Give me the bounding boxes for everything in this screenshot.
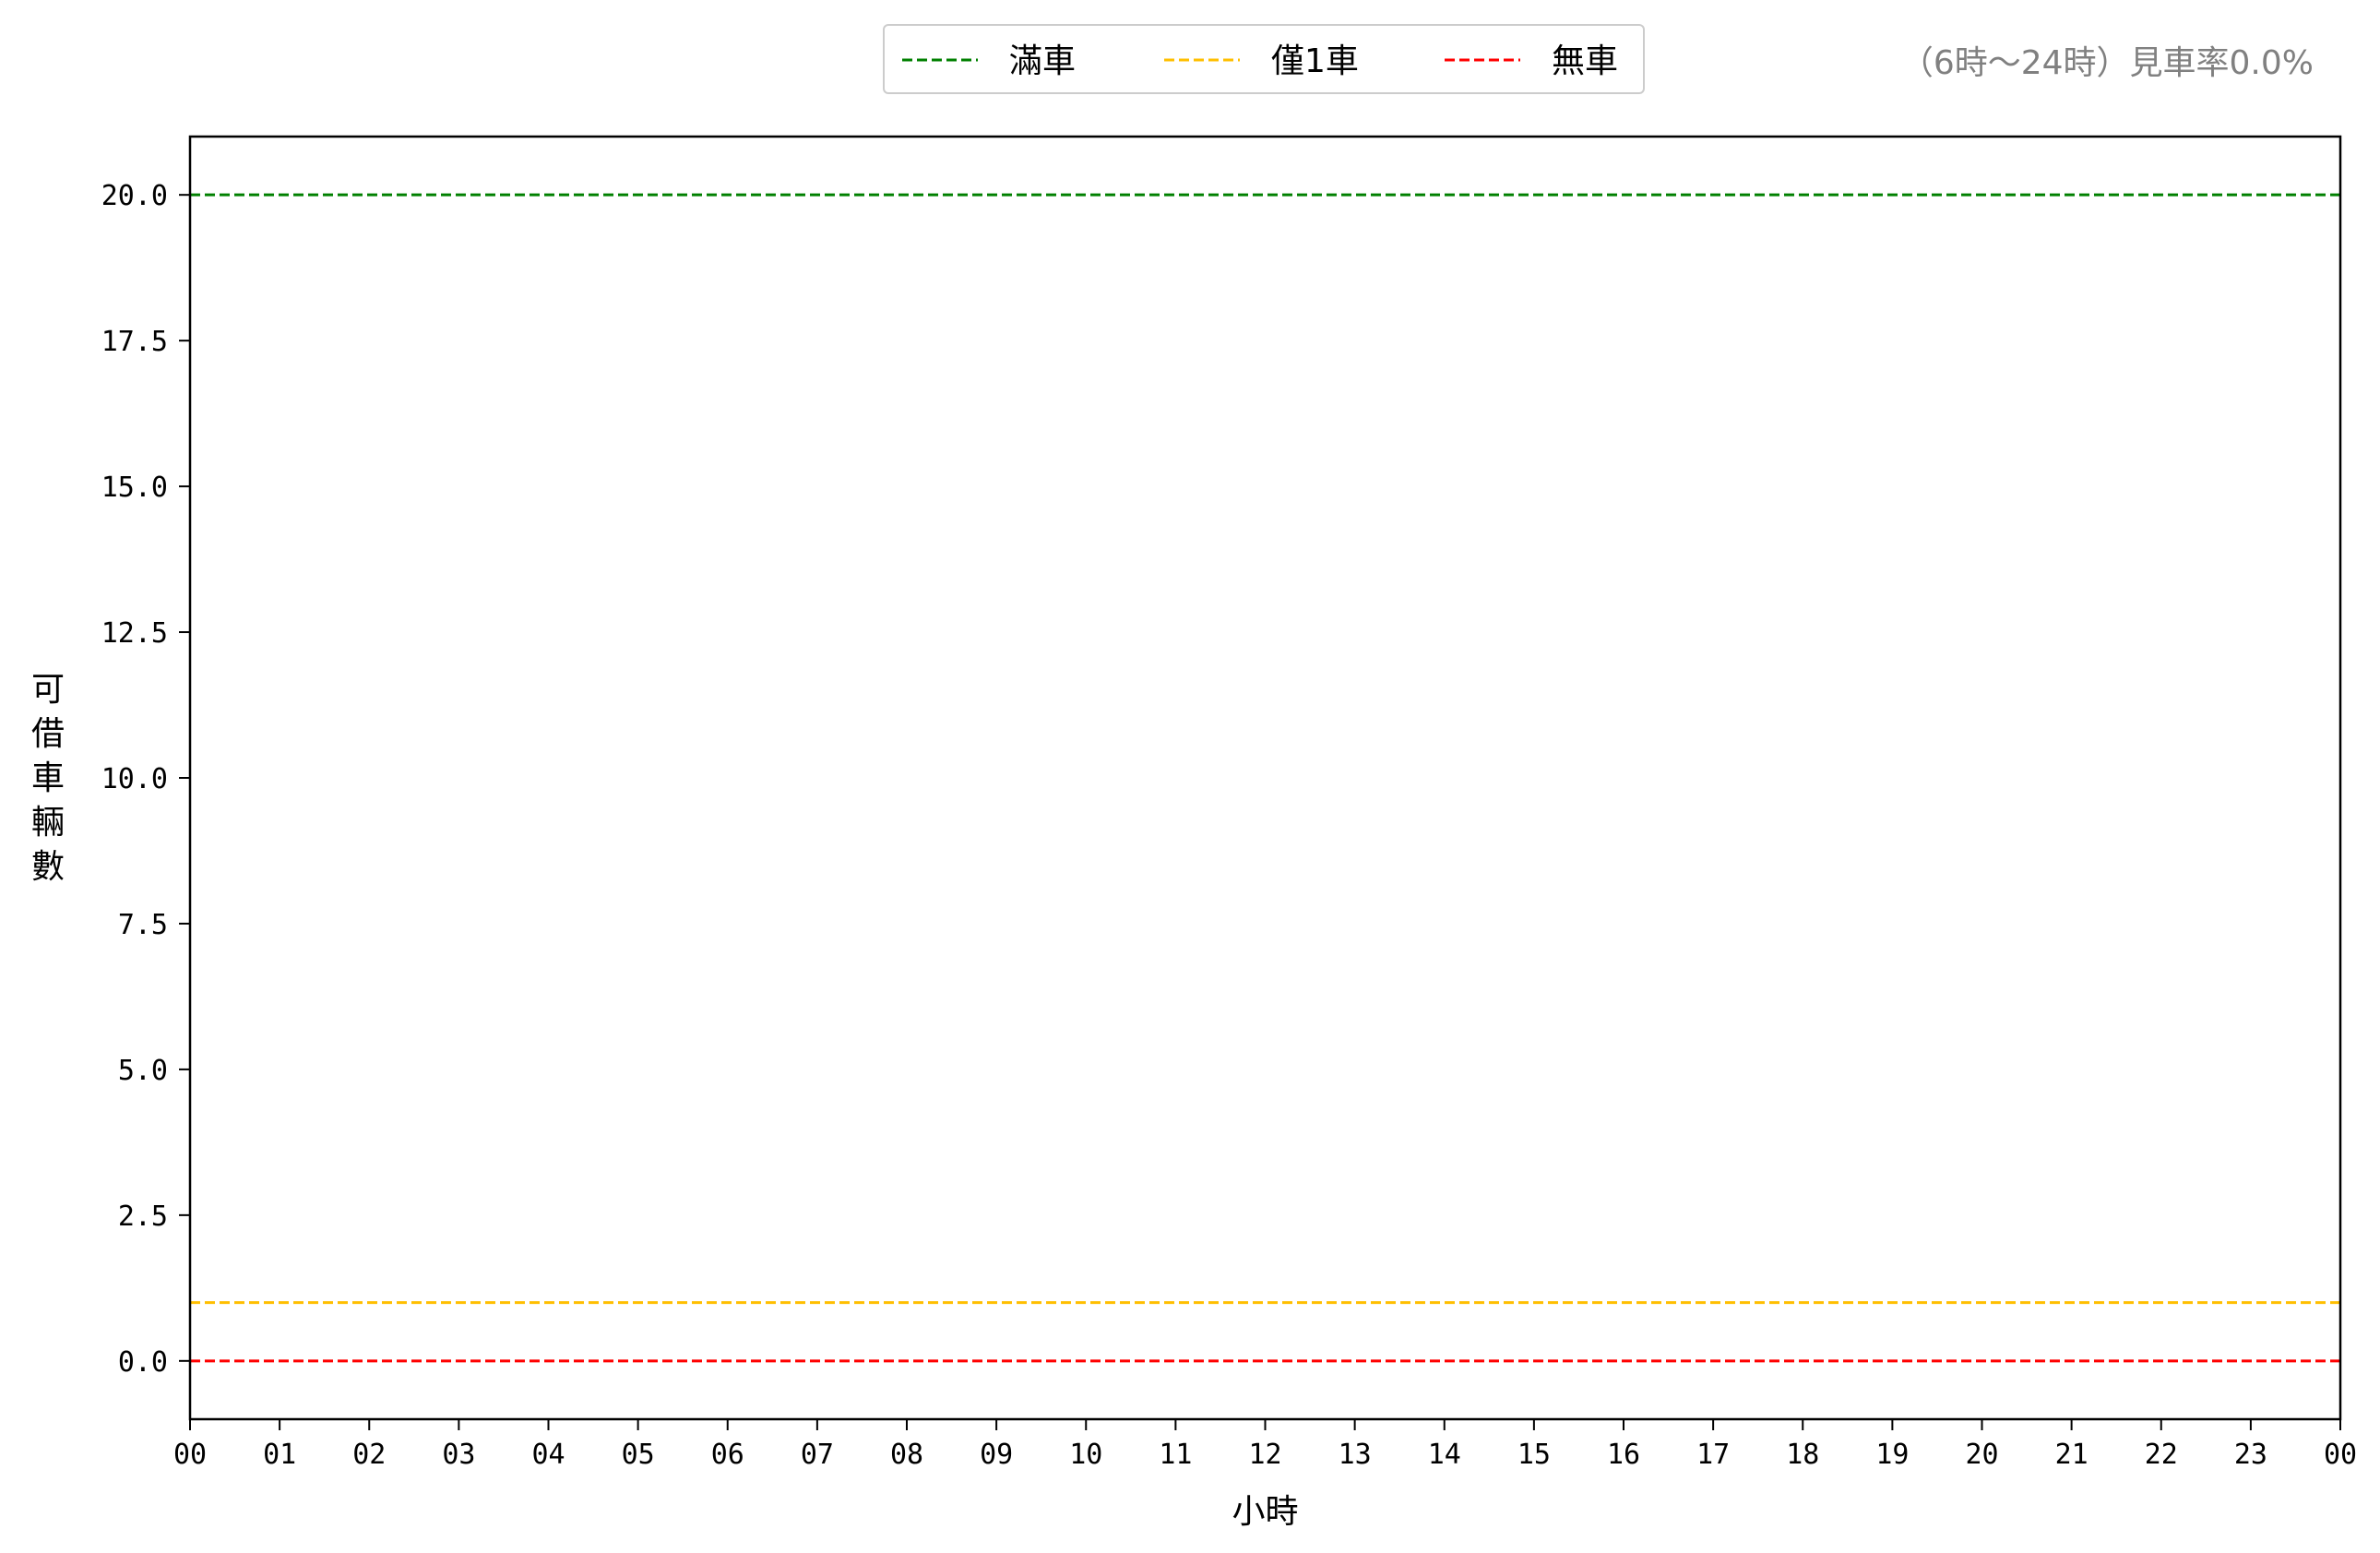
x-tick-label: 21 [2055, 1439, 2088, 1471]
y-tick-label: 2.5 [118, 1201, 168, 1233]
x-tick-label: 04 [531, 1439, 565, 1471]
x-tick-label: 23 [2234, 1439, 2267, 1471]
y-tick-label: 12.5 [101, 617, 168, 650]
x-tick-label: 11 [1159, 1439, 1192, 1471]
x-tick-label: 18 [1786, 1439, 1819, 1471]
legend-label: 滿車 [1009, 42, 1076, 80]
y-tick-label: 17.5 [101, 326, 168, 358]
y-tick-label: 20.0 [101, 180, 168, 212]
y-tick-label: 10.0 [101, 763, 168, 795]
legend-label: 僅1車 [1271, 42, 1359, 80]
legend-label: 無車 [1552, 42, 1618, 80]
y-tick-label: 15.0 [101, 472, 168, 504]
x-tick-label: 07 [801, 1439, 834, 1471]
x-tick-label: 19 [1875, 1439, 1909, 1471]
x-tick-label: 03 [442, 1439, 475, 1471]
x-tick-label: 22 [2145, 1439, 2178, 1471]
x-tick-label: 00 [2324, 1439, 2357, 1471]
x-tick-label: 06 [711, 1439, 744, 1471]
y-axis-title: 可借車輛數 [31, 671, 65, 886]
x-tick-label: 10 [1069, 1439, 1102, 1471]
x-tick-label: 12 [1248, 1439, 1281, 1471]
x-tick-label: 05 [622, 1439, 655, 1471]
y-tick-label: 0.0 [118, 1346, 168, 1379]
x-tick-label: 00 [173, 1439, 207, 1471]
x-tick-label: 14 [1428, 1439, 1461, 1471]
plot-area [188, 135, 2342, 1421]
y-axis: 0.0 2.5 5.0 7.5 10.0 12.5 15.0 17.5 20.0 [101, 180, 190, 1379]
x-tick-label: 08 [890, 1439, 923, 1471]
legend: 滿車 僅1車 無車 [883, 24, 1645, 94]
x-tick-label: 02 [352, 1439, 386, 1471]
y-tick-label: 7.5 [118, 909, 168, 941]
x-tick-label: 15 [1517, 1439, 1551, 1471]
plot-frame [188, 135, 2342, 1421]
x-tick-label: 20 [1965, 1439, 1998, 1471]
legend-box [883, 24, 1645, 94]
x-tick-label: 16 [1607, 1439, 1640, 1471]
x-axis-title: 小時 [1232, 1493, 1298, 1531]
availability-note: （6時～24時）見車率0.0% [1900, 44, 2314, 82]
x-tick-label: 17 [1696, 1439, 1730, 1471]
x-axis: 00 01 02 03 04 05 06 07 08 09 10 11 12 13 14 15 16 17 18 19… [173, 1419, 2357, 1471]
y-tick-label: 5.0 [118, 1055, 168, 1087]
x-tick-label: 13 [1339, 1439, 1372, 1471]
x-tick-label: 09 [980, 1439, 1013, 1471]
x-tick-label: 01 [263, 1439, 296, 1471]
